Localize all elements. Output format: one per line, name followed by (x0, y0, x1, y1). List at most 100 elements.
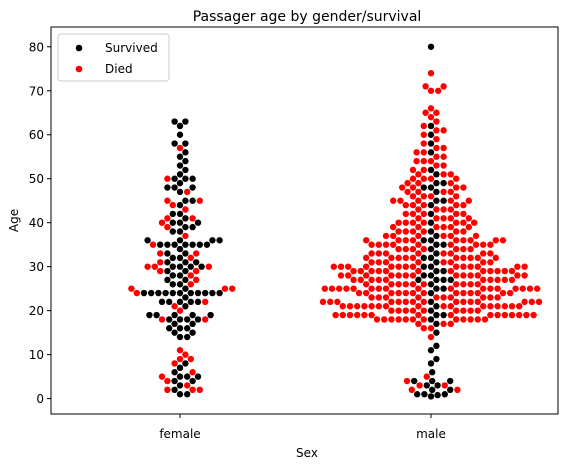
data-point-died (467, 281, 474, 288)
data-point-died (487, 250, 494, 257)
data-point-survived (164, 267, 171, 275)
data-point-survived (171, 377, 178, 385)
data-point-died (133, 289, 140, 297)
data-point-died (440, 144, 447, 152)
data-point-died (440, 259, 447, 266)
data-point-died (420, 157, 427, 165)
data-point-died (523, 311, 530, 319)
data-point-died (409, 193, 417, 200)
data-point-died (193, 250, 200, 257)
data-point-died (427, 193, 435, 200)
data-point-died (388, 281, 395, 288)
data-point-survived (182, 223, 189, 231)
data-point-died (487, 303, 494, 310)
data-point-died (415, 223, 422, 231)
data-point-survived (182, 197, 189, 204)
data-point-died (453, 263, 460, 270)
data-point-survived (427, 140, 435, 147)
data-point-died (480, 294, 487, 301)
data-point-died (368, 241, 375, 248)
data-point-survived (433, 197, 440, 204)
data-point-died (404, 179, 411, 187)
data-point-survived (176, 333, 184, 341)
data-point-died (375, 259, 382, 266)
data-point-died (447, 171, 454, 178)
data-point-died (487, 285, 494, 292)
data-point-died (433, 144, 440, 152)
data-point-survived (176, 272, 184, 279)
data-point-died (334, 298, 341, 306)
data-point-survived (440, 197, 447, 204)
data-point-died (433, 162, 440, 169)
data-point-survived (433, 320, 440, 328)
data-point-died (184, 188, 191, 196)
data-point-died (447, 179, 454, 187)
data-point-died (196, 386, 203, 394)
data-point-survived (176, 122, 184, 130)
data-point-died (229, 285, 236, 292)
data-point-died (395, 263, 402, 270)
data-point-died (472, 241, 480, 248)
data-point-died (460, 219, 467, 226)
data-point-survived (182, 149, 189, 156)
data-point-died (171, 360, 178, 367)
data-point-died (447, 241, 454, 248)
data-point-died (409, 166, 417, 174)
data-point-survived (164, 250, 171, 257)
data-point-died (440, 162, 447, 169)
data-point-survived (182, 276, 189, 284)
data-point-died (332, 311, 339, 319)
data-point-died (327, 298, 334, 306)
data-point-died (440, 320, 447, 328)
data-point-survived (184, 333, 191, 341)
data-point-survived (434, 382, 441, 389)
data-point-died (176, 144, 184, 152)
data-point-died (399, 184, 406, 191)
data-point-survived (176, 219, 184, 226)
data-point-died (395, 281, 402, 288)
data-point-died (382, 276, 390, 284)
data-point-died (357, 267, 364, 275)
data-point-died (453, 289, 460, 297)
data-point-survived (433, 303, 440, 310)
data-point-survived (441, 391, 448, 398)
data-point-died (395, 228, 402, 235)
data-point-survived (423, 382, 430, 389)
data-point-died (415, 320, 422, 328)
data-point-survived (194, 298, 202, 306)
data-point-died (397, 197, 404, 204)
y-axis: 0 10 20 30 40 50 60 70 80 (29, 40, 51, 406)
data-point-died (409, 272, 417, 279)
data-points (128, 43, 543, 400)
data-point-died (382, 285, 390, 292)
data-point-died (164, 386, 171, 394)
data-point-died (474, 263, 481, 270)
data-point-died (453, 210, 460, 218)
data-point-died (460, 281, 467, 288)
data-point-died (447, 320, 454, 328)
data-point-died (433, 127, 440, 134)
data-point-died (319, 298, 327, 306)
data-point-died (447, 232, 454, 240)
data-point-died (388, 272, 395, 279)
data-point-died (499, 289, 507, 297)
data-point-survived (166, 325, 173, 332)
data-point-survived (202, 289, 209, 297)
x-tick-label: female (159, 427, 200, 441)
data-point-died (409, 175, 417, 182)
data-point-died (193, 276, 200, 284)
data-point-died (467, 272, 474, 279)
data-point-survived (153, 311, 160, 319)
data-point-survived (433, 276, 440, 284)
data-point-died (402, 210, 409, 218)
data-point-died (447, 259, 454, 266)
data-point-died (467, 263, 474, 270)
data-point-died (467, 289, 474, 297)
data-point-survived (189, 377, 196, 385)
data-point-died (388, 316, 395, 323)
data-point-died (390, 223, 397, 231)
data-point-survived (427, 307, 435, 314)
data-point-died (382, 241, 390, 248)
data-point-died (441, 382, 448, 389)
data-point-died (467, 245, 474, 253)
